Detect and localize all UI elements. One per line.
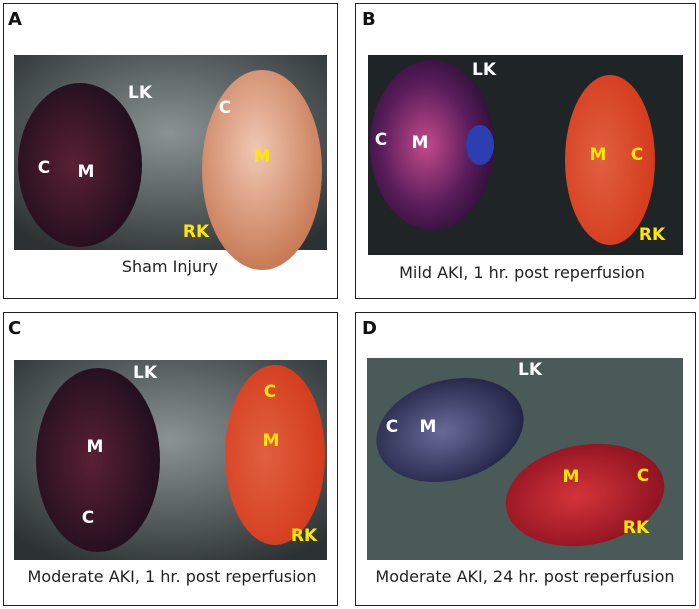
region-label: M: [263, 431, 280, 451]
region-label: LK: [518, 360, 543, 380]
region-label: C: [38, 158, 50, 178]
region-label: C: [375, 130, 387, 150]
photo: [14, 360, 327, 560]
region-label: M: [87, 437, 104, 457]
region-label: M: [420, 417, 437, 437]
region-label: C: [264, 382, 276, 402]
region-label: LK: [128, 83, 153, 103]
region-label: M: [78, 162, 95, 182]
region-label: C: [219, 98, 231, 118]
region-label: C: [637, 466, 649, 486]
panel-caption: Sham Injury: [122, 257, 218, 276]
panel-letter: B: [362, 9, 376, 30]
region-label: C: [631, 145, 643, 165]
region-label: M: [412, 133, 429, 153]
region-label: RK: [183, 222, 210, 242]
region-label: M: [563, 467, 580, 487]
region-label: RK: [623, 518, 650, 538]
panel-letter: C: [8, 318, 21, 339]
region-label: C: [386, 417, 398, 437]
region-label: M: [254, 147, 271, 167]
region-label: RK: [639, 225, 666, 245]
region-label: LK: [133, 363, 158, 383]
panel-caption: Moderate AKI, 1 hr. post reperfusion: [28, 567, 317, 586]
photo: [14, 55, 327, 270]
panel-frame: [3, 312, 338, 606]
panel-frame: [3, 3, 338, 299]
panel-frame: [355, 312, 696, 606]
region-label: C: [82, 508, 94, 528]
panel-caption: Mild AKI, 1 hr. post reperfusion: [399, 263, 645, 282]
photo: [367, 358, 683, 560]
panel-frame: [355, 3, 696, 299]
region-label: RK: [291, 526, 318, 546]
panel-letter: D: [362, 318, 377, 339]
region-label: M: [590, 145, 607, 165]
region-label: LK: [472, 60, 497, 80]
panel-letter: A: [8, 9, 22, 30]
panel-caption: Moderate AKI, 24 hr. post reperfusion: [375, 567, 674, 586]
photo: [368, 55, 683, 255]
